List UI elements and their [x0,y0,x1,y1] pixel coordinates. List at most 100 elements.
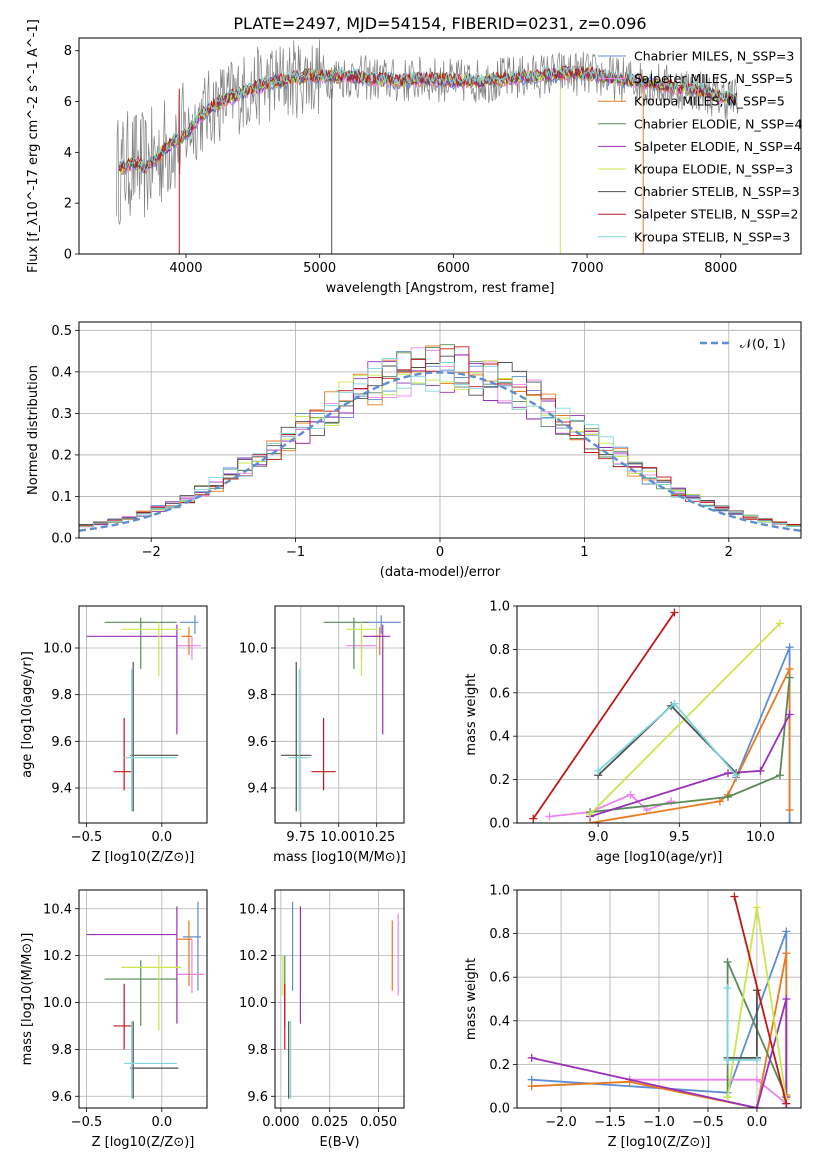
weight-marker [527,1053,536,1062]
y-tick-label: 10.0 [43,642,72,657]
y-tick-label: 0.4 [51,365,72,380]
errorbar-point-kroupa_elodie [121,622,182,676]
x-axis-label: mass [log10(M/M⊙)] [273,850,406,865]
y-tick-label: 9.8 [247,1043,268,1058]
weight-marker [723,957,732,966]
axes-frame [78,37,802,255]
weight-marker [545,812,554,821]
y-tick-label: 2 [64,197,72,212]
errorbar-point-kroupa_elodie [346,622,377,676]
errorbar-point-kroupa_miles [181,627,192,655]
y-tick-label: 0.6 [489,686,510,701]
weight-marker [785,710,794,719]
y-tick-label: 10.4 [239,902,268,917]
y-axis-label: age [log10(age/yr)] [20,651,35,778]
y-tick-label: 0.6 [489,971,510,986]
weight_vs_age-panel: 9.0 9.5 10.0 0.0 0.2 0.4 0.6 0.8 1.0 age [log10(a… [464,600,802,865]
y-tick-label: 9.8 [51,1043,72,1058]
x-tick-label: 10.00 [320,830,357,845]
y-tick-label: 9.6 [51,735,72,750]
weight-marker [586,810,595,819]
age_vs_Z-panel: −0.5 0.0 9.4 9.6 9.8 10.0 Z [log10(Z/Z⊙)] age [… [20,605,208,865]
weight-line-chabrier_elodie [589,677,791,813]
weight-marker [782,1099,791,1108]
errorbar-point-salpeter_stelib [113,718,132,791]
y-tick-label: 10.2 [43,949,72,964]
x-tick-label: −2.0 [545,1115,577,1130]
weight-line-salpeter_stelib [733,896,788,1104]
errorbar-point-chabrier_elodie [104,617,177,669]
axes-frame [274,605,405,824]
mass_vs_EBV-panel: 0.000 0.025 0.050 9.6 9.8 10.0 10.2 10.4 E(B-V) [239,889,405,1150]
weight-marker [785,664,794,673]
errorbar-point-kroupa_elodie [121,955,182,1031]
y-tick-label: 10.0 [239,642,268,657]
residuals-panel: −2 −1 0 1 2 0.0 0.1 0.2 0.3 0.4 0.5 (data-model)/er… [26,321,802,580]
x-tick-label: −2 [142,545,161,560]
weight-marker [782,949,791,958]
x-axis-label: Z [log10(Z/Z⊙)] [92,1135,195,1150]
legend-entry: Chabrier ELODIE, N_SSP=4 [634,116,803,131]
figure-title: PLATE=2497, MJD=54154, FIBERID=0231, z=0… [233,14,646,33]
legend-entry: Salpeter STELIB, N_SSP=2 [634,207,798,222]
x-tick-label: 6000 [437,261,470,276]
weight-marker [782,995,791,1003]
y-tick-label: 0.8 [489,643,510,658]
y-tick-label: 0.2 [51,448,72,463]
x-tick-label: 9.5 [669,830,690,845]
weight-marker [752,1104,761,1108]
x-tick-label: −1 [286,545,305,560]
weight-marker [752,1056,761,1065]
legend-entry: Kroupa MILES, N_SSP=5 [634,94,785,109]
errorbar-point-kroupa_stelib [288,669,310,812]
x-axis-label: (data-model)/error [380,565,501,580]
weight-marker [723,769,732,778]
x-tick-label: 9.75 [286,830,315,845]
weight-line-chabrier_miles [735,646,791,823]
weight-marker [732,771,741,780]
y-tick-label: 10.2 [239,949,268,964]
y-tick-label: 10.0 [239,996,268,1011]
spectrum-legend: Chabrier MILES, N_SSP=3 Salpeter MILES, N… [598,49,803,244]
y-tick-label: 9.8 [247,688,268,703]
y-axis-label: mass weight [464,673,479,755]
weight-marker [723,984,732,993]
model-spectrum-kroupa_stelib [118,64,738,172]
y-tick-label: 0.0 [489,817,510,832]
x-tick-label: 4000 [169,261,202,276]
weight-line-salpeter_elodie [531,998,788,1108]
y-tick-label: 0 [64,248,72,263]
x-tick-label: −0.5 [71,1115,103,1130]
weight-marker [723,1093,732,1102]
y-axis-label: mass [log10(M/M⊙)] [20,933,35,1066]
x-tick-label: −0.5 [71,830,103,845]
weight_vs_Z-panel: −2.0 −1.5 −1.0 −0.5 0.0 0.0 0.2 0.4 0.6 0.8 1.0 Z [… [464,884,802,1150]
errorbar-point-chabrier_stelib [130,662,179,812]
y-tick-label: 9.4 [247,782,268,797]
x-tick-label: −1.0 [643,1115,675,1130]
y-tick-label: 10.4 [43,902,72,917]
weight-marker [782,927,791,936]
weight-marker [723,792,732,801]
y-axis-label: mass weight [464,958,479,1040]
errorbar-point-salpeter_stelib [311,718,336,791]
x-tick-label: 5000 [303,261,336,276]
y-tick-label: 0.8 [489,927,510,942]
weight-marker [626,790,635,799]
weight-marker [785,673,794,682]
weight-marker [785,643,794,652]
x-axis-label: Z [log10(Z/Z⊙)] [608,1135,711,1150]
weight-marker [775,771,784,780]
x-tick-label: −0.5 [692,1115,724,1130]
legend-entry: 𝒩(0, 1) [740,336,786,351]
weight-line-salpeter_stelib [532,611,676,820]
errorbar-point-chabrier_miles [361,615,401,634]
errorbar-point-salpeter_elodie [86,906,178,1024]
errorbar-point-chabrier_miles [179,615,198,634]
y-tick-label: 1.0 [489,884,510,899]
y-tick-label: 9.4 [51,782,72,797]
axes-frame [78,889,208,1109]
y-tick-label: 9.8 [51,688,72,703]
errorbar-point-salpeter_elodie [86,624,178,735]
y-tick-label: 0.3 [51,407,72,422]
